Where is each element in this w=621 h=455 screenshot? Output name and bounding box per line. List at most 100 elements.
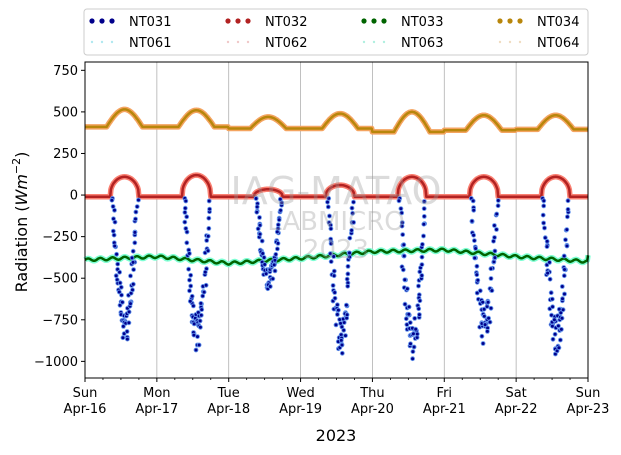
- nt031-point: [559, 327, 563, 331]
- nt031-point: [340, 325, 344, 329]
- nt031-point: [565, 215, 569, 219]
- nt031-point: [200, 308, 204, 312]
- legend-item-nt063: NT063: [362, 36, 443, 51]
- nt031-point: [120, 300, 124, 304]
- nt031-point: [256, 227, 260, 231]
- nt031-point: [475, 273, 479, 277]
- nt031-point: [208, 207, 212, 211]
- legend-marker: [518, 40, 522, 44]
- nt031-point: [345, 313, 349, 317]
- nt031-point: [543, 226, 546, 230]
- nt031-point: [331, 284, 335, 287]
- watermark-line2: LABMICRO: [267, 207, 405, 237]
- nt031-point: [564, 238, 567, 242]
- nt031-point: [202, 290, 206, 294]
- nt031-point: [403, 278, 407, 282]
- nt031-point: [561, 297, 564, 301]
- watermark: IAG-MATAO LABMICRO 2023: [230, 169, 441, 265]
- nt031-point: [264, 272, 268, 276]
- nt031-point: [333, 296, 337, 300]
- nt031-point: [129, 291, 133, 295]
- nt031-point: [487, 316, 491, 320]
- nt031-point: [550, 313, 553, 317]
- nt031-point: [258, 216, 261, 219]
- nt031-point: [472, 239, 476, 243]
- nt031-point: [207, 216, 211, 220]
- nt031-point: [272, 263, 276, 267]
- nt031-point: [115, 252, 119, 256]
- nt031-point: [486, 326, 490, 330]
- nt031-point: [560, 285, 564, 288]
- nt031-point: [352, 220, 356, 224]
- nt031-point: [196, 335, 199, 339]
- nt031-point: [334, 323, 338, 327]
- nt031-point: [492, 260, 496, 264]
- nt031-point: [474, 247, 478, 250]
- nt031-point: [413, 316, 417, 320]
- nt031-point: [339, 338, 343, 342]
- nt031-point: [137, 198, 140, 202]
- nt031-point: [332, 269, 336, 273]
- legend-marker: [110, 40, 114, 44]
- nt031-point: [400, 224, 404, 228]
- nt031-point: [405, 287, 409, 291]
- nt031-point: [113, 208, 116, 212]
- nt031-point: [338, 318, 342, 321]
- legend-marker: [109, 18, 115, 24]
- y-axis: 750 500 250 0 −250 −500 −750 −1000: [34, 64, 85, 370]
- nt031-point: [127, 321, 131, 325]
- nt031-point: [420, 274, 424, 277]
- legend-item-nt061: NT061: [90, 36, 171, 51]
- legend-marker: [361, 18, 367, 24]
- nt031-point: [134, 210, 138, 214]
- nt031-point: [563, 292, 566, 296]
- nt031-point: [124, 321, 128, 325]
- nt031-point: [183, 210, 187, 214]
- nt031-point: [405, 323, 409, 327]
- nt031-point: [131, 288, 134, 292]
- nt031-point: [134, 217, 137, 221]
- y-tick-label: 750: [53, 64, 78, 79]
- nt031-point: [480, 334, 484, 338]
- nt031-point: [336, 308, 340, 312]
- nt031-point: [339, 321, 343, 325]
- x-axis: SunApr-16MonApr-17TueApr-18WedApr-19ThuA…: [64, 378, 609, 417]
- nt031-point: [351, 211, 355, 215]
- nt031-point: [255, 205, 259, 209]
- legend-marker: [245, 18, 251, 24]
- legend-marker: [236, 40, 240, 44]
- nt031-point: [545, 245, 549, 249]
- nt031-point: [194, 348, 198, 352]
- x-tick-label-date: Apr-19: [279, 402, 322, 417]
- legend-item-nt034: NT034: [497, 15, 579, 30]
- nt031-point: [561, 308, 565, 312]
- nt031-point: [273, 269, 277, 273]
- nt031-point: [187, 248, 191, 252]
- nt031-point: [333, 291, 337, 294]
- nt031-point: [279, 208, 283, 212]
- nt031-point: [478, 289, 482, 293]
- nt031-point: [400, 211, 404, 215]
- nt031-point: [111, 229, 115, 233]
- nt031-point: [189, 284, 193, 288]
- nt031-point: [205, 267, 208, 271]
- nt031-point: [562, 274, 566, 278]
- nt031-point: [185, 241, 189, 245]
- nt031-point: [332, 255, 336, 258]
- legend-marker: [498, 40, 502, 44]
- legend-marker: [372, 40, 376, 44]
- nt031-point: [188, 278, 191, 282]
- nt031-point: [553, 352, 557, 356]
- nt031-point: [476, 278, 480, 282]
- nt031-point: [185, 230, 189, 234]
- nt031-point: [278, 197, 282, 201]
- legend-marker: [89, 18, 95, 24]
- nt031-point: [350, 206, 354, 210]
- nt031-point: [198, 325, 202, 329]
- legend-marker: [508, 40, 512, 44]
- legend-marker: [381, 18, 387, 24]
- nt031-point: [261, 252, 265, 255]
- nt031-point: [422, 200, 426, 203]
- nt031-point: [112, 241, 116, 245]
- nt031-point: [489, 306, 493, 310]
